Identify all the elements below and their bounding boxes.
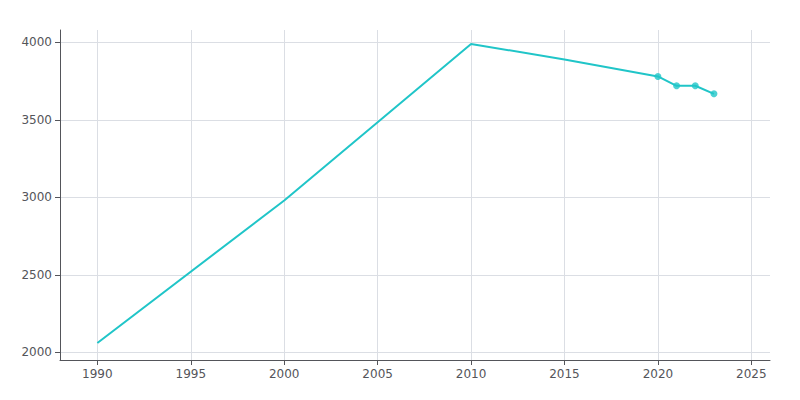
svg-text:2005: 2005 [362,367,393,381]
svg-text:1995: 1995 [176,367,207,381]
svg-text:1990: 1990 [82,367,113,381]
svg-text:2025: 2025 [736,367,767,381]
svg-text:2000: 2000 [21,345,52,359]
svg-text:2000: 2000 [269,367,300,381]
svg-text:3000: 3000 [21,190,52,204]
svg-text:4000: 4000 [21,35,52,49]
svg-text:3500: 3500 [21,113,52,127]
svg-text:2015: 2015 [549,367,580,381]
svg-text:2020: 2020 [643,367,674,381]
svg-text:2500: 2500 [21,268,52,282]
svg-text:2010: 2010 [456,367,487,381]
